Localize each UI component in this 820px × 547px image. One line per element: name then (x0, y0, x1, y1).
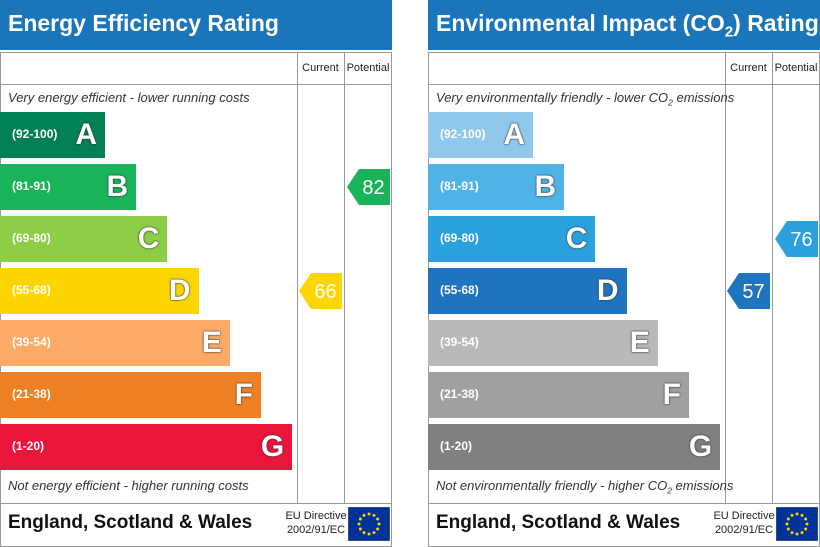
rating-value: 66 (314, 281, 336, 303)
header-divider (0, 84, 392, 85)
band-letter: G (688, 430, 713, 463)
rating-band: (39-54) E (428, 320, 658, 366)
band-range: (81-91) (440, 179, 479, 193)
rating-band: (1-20) G (0, 424, 293, 470)
eu-directive: EU Directive 2002/91/EC (282, 509, 350, 537)
rating-band: (55-68) D (0, 268, 199, 314)
rating-value: 57 (742, 281, 764, 303)
top-note: Very energy efficient - lower running co… (8, 90, 250, 105)
band-letter: E (201, 326, 222, 359)
band-letter: F (234, 378, 253, 411)
rating-value: 82 (362, 177, 384, 199)
header-divider (428, 84, 820, 85)
rating-arrow: 57 (727, 273, 770, 309)
directive-line: EU Directive (713, 510, 775, 522)
arrow-shape (299, 273, 342, 309)
rating-arrow: 66 (299, 273, 342, 309)
footer-region: England, Scotland & Wales (436, 512, 681, 533)
rating-band: (69-80) C (0, 216, 168, 262)
subscript: 2 (724, 23, 734, 41)
column-header: Potential (774, 62, 818, 74)
band-range: (92-100) (12, 127, 58, 141)
rating-band: (39-54) E (0, 320, 230, 366)
band-range: (1-20) (440, 439, 473, 453)
column-divider (725, 52, 726, 503)
panel-title: Energy Efficiency Rating (0, 0, 392, 50)
rating-band: (92-100) A (428, 112, 533, 158)
column-header: Potential (346, 62, 390, 74)
rating-arrow: 82 (347, 169, 390, 205)
text-part: ) Rating (733, 10, 819, 36)
text-part: emissions (671, 478, 734, 493)
column-divider (772, 52, 773, 503)
column-header: Current (302, 62, 339, 74)
text-part: emissions (672, 90, 735, 105)
band-range: (81-91) (12, 179, 51, 193)
text-part: Not environmentally friendly - higher CO (436, 478, 668, 493)
text-part: Energy Efficiency Rating (8, 10, 279, 36)
band-range: (55-68) (12, 283, 51, 297)
band-range: (21-38) (12, 387, 51, 401)
footer-divider (428, 503, 820, 504)
band-letter: B (534, 170, 557, 203)
arrow-shape (347, 169, 390, 205)
arrow-shape (727, 273, 770, 309)
eu-flag (348, 507, 390, 541)
rating-band: (69-80) C (428, 216, 596, 262)
rating-band: (92-100) A (0, 112, 105, 158)
band-letter: F (662, 378, 681, 411)
rating-band: (21-38) F (0, 372, 261, 418)
band-letter: A (75, 118, 97, 151)
rating-band: (21-38) F (428, 372, 689, 418)
rating-band: (81-91) B (428, 164, 565, 210)
band-range: (21-38) (440, 387, 479, 401)
rating-band: (1-20) G (428, 424, 721, 470)
column-divider (297, 52, 298, 503)
text-part: Not energy efficient - higher running co… (8, 478, 249, 493)
band-letter: G (260, 430, 285, 463)
band-range: (69-80) (12, 231, 51, 245)
footer-region: England, Scotland & Wales (8, 512, 253, 533)
footer-divider (0, 503, 392, 504)
column-header: Current (730, 62, 767, 74)
band-letter: E (629, 326, 650, 359)
eu-flag (776, 507, 818, 541)
band-range: (55-68) (440, 283, 479, 297)
directive-line: EU Directive (285, 510, 347, 522)
band-range: (1-20) (12, 439, 45, 453)
band-letter: A (503, 118, 525, 151)
text-part: Very energy efficient - lower running co… (8, 90, 250, 105)
panel-title: Environmental Impact (CO2) Rating (428, 0, 820, 50)
column-divider (344, 52, 345, 503)
top-note: Very environmentally friendly - lower CO… (436, 90, 734, 108)
directive-line: 2002/91/EC (286, 524, 346, 536)
band-range: (39-54) (12, 335, 51, 349)
text-part: Very environmentally friendly - lower CO (436, 90, 669, 105)
band-letter: C (137, 222, 160, 255)
band-range: (39-54) (440, 335, 479, 349)
rating-arrow: 76 (775, 221, 818, 257)
rating-band: (81-91) B (0, 164, 137, 210)
subscript: 2 (668, 97, 673, 108)
subscript: 2 (667, 485, 672, 496)
text-part: Environmental Impact (CO (436, 10, 725, 36)
band-letter: D (596, 274, 619, 307)
rating-panel: Energy Efficiency Rating Current Potential… (0, 0, 392, 547)
bottom-note: Not environmentally friendly - higher CO… (436, 478, 733, 496)
band-letter: B (106, 170, 129, 203)
rating-value: 76 (790, 229, 812, 251)
directive-line: 2002/91/EC (714, 524, 774, 536)
band-range: (92-100) (440, 127, 486, 141)
rating-band: (55-68) D (428, 268, 627, 314)
band-letter: D (168, 274, 191, 307)
rating-panel: Environmental Impact (CO2) Rating Current… (428, 0, 820, 547)
band-range: (69-80) (440, 231, 479, 245)
arrow-shape (775, 221, 818, 257)
band-letter: C (565, 222, 588, 255)
bottom-note: Not energy efficient - higher running co… (8, 478, 249, 493)
eu-directive: EU Directive 2002/91/EC (710, 509, 778, 537)
